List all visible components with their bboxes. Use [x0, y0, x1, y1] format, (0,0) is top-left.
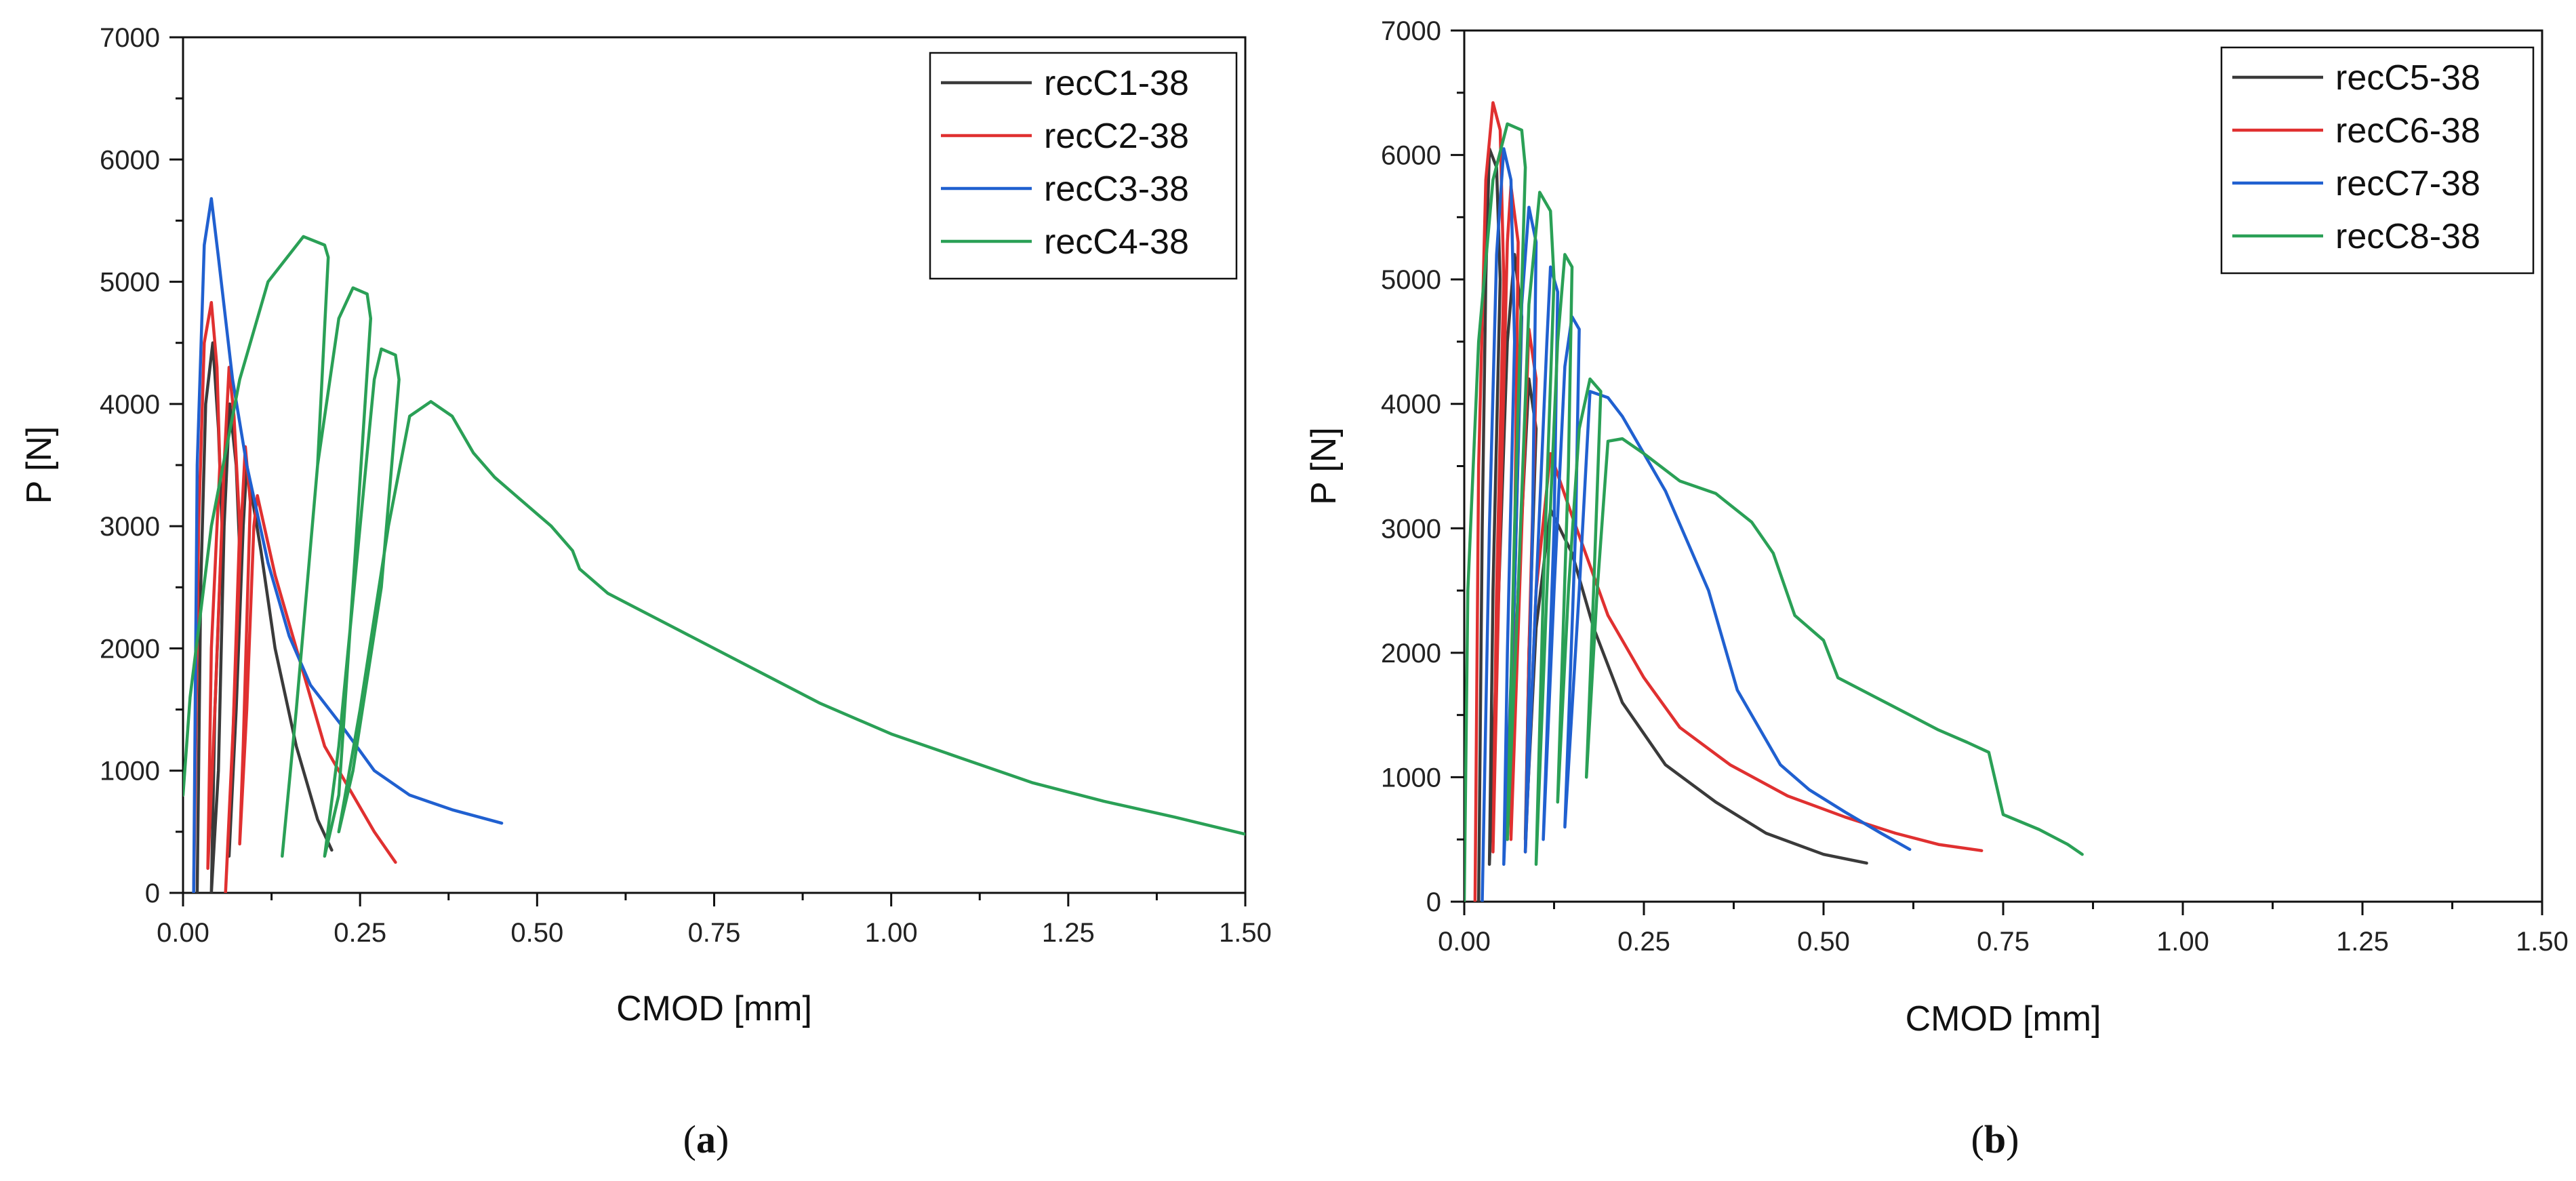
- x-tick-label: 1.50: [1219, 918, 1272, 948]
- y-tick-label: 3000: [1381, 514, 1441, 544]
- series-group: [1464, 101, 2084, 902]
- y-tick-label: 6000: [100, 145, 160, 175]
- x-tick-label: 1.00: [865, 918, 918, 948]
- y-tick-label: 6000: [1381, 141, 1441, 171]
- legend-entry: recC3-38: [1044, 169, 1189, 209]
- x-tick-label: 1.50: [2516, 927, 2569, 957]
- y-tick-label: 2000: [1381, 639, 1441, 668]
- series-line-recC2-38: [192, 300, 397, 893]
- y-axis-label: P [N]: [20, 426, 59, 504]
- x-axis-label: CMOD [mm]: [616, 989, 812, 1028]
- y-tick-label: 1000: [1381, 763, 1441, 793]
- legend: recC1-38 recC2-38 recC3-38 recC4-38: [929, 52, 1238, 280]
- x-tick-label: 0.25: [1617, 927, 1670, 957]
- series-line-recC7-38: [1481, 147, 1912, 902]
- y-tick-label: 7000: [100, 23, 160, 53]
- legend: recC5-38 recC6-38 recC7-38 recC8-38: [2220, 46, 2535, 275]
- y-tick-label: 7000: [1381, 16, 1441, 46]
- legend-entry: recC6-38: [2335, 111, 2480, 151]
- y-axis-label: P [N]: [1304, 427, 1344, 505]
- chart-panel-a: 0.00 0.25 0.50 0.75 1.00 1.25 1.50 0 1000 2000 300…: [20, 23, 1272, 1161]
- panel-caption: (b): [1971, 1117, 2019, 1161]
- series-group: [183, 197, 1245, 893]
- y-tick-label: 1000: [100, 757, 160, 786]
- y-tick-label: 4000: [100, 390, 160, 420]
- y-tick-label: 4000: [1381, 390, 1441, 420]
- series-line-recC8-38: [1464, 122, 2084, 902]
- x-axis-label: CMOD [mm]: [1906, 999, 2101, 1039]
- legend-entry: recC7-38: [2335, 164, 2480, 203]
- y-tick-label: 5000: [100, 268, 160, 298]
- x-tick-label: 0.75: [1977, 927, 2030, 957]
- series-line-recC3-38: [192, 197, 504, 893]
- panel-caption: (a): [683, 1117, 729, 1161]
- x-tick-label: 1.25: [2336, 927, 2389, 957]
- x-tick-label: 0.75: [688, 918, 741, 948]
- y-tick-label: 0: [1426, 887, 1441, 917]
- x-tick-label: 0.50: [1797, 927, 1850, 957]
- legend-entry: recC5-38: [2335, 58, 2480, 98]
- x-tick-label: 0.50: [510, 918, 563, 948]
- y-tick-label: 0: [145, 879, 160, 908]
- y-tick-label: 3000: [100, 512, 160, 542]
- legend-entry: recC1-38: [1044, 64, 1189, 103]
- x-tick-label: 1.00: [2156, 927, 2209, 957]
- legend-entry: recC2-38: [1044, 117, 1189, 156]
- chart-panel-b: 0.00 0.25 0.50 0.75 1.00 1.25 1.50 0 1000 2000 300…: [1304, 16, 2569, 1161]
- y-tick-label: 5000: [1381, 265, 1441, 295]
- y-tick-label: 2000: [100, 634, 160, 664]
- x-tick-label: 0.00: [1438, 927, 1491, 957]
- x-tick-label: 0.00: [157, 918, 209, 948]
- legend-entry: recC4-38: [1044, 222, 1189, 262]
- x-tick-label: 1.25: [1042, 918, 1095, 948]
- legend-entry: recC8-38: [2335, 217, 2480, 256]
- x-tick-label: 0.25: [334, 918, 386, 948]
- series-line-recC4-38: [183, 235, 1245, 858]
